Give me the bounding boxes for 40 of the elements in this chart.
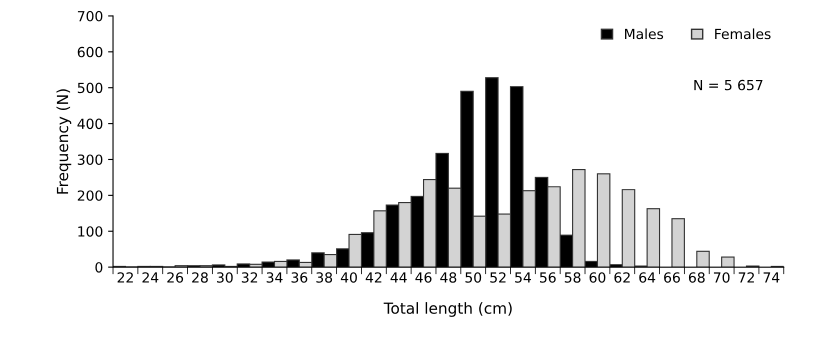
x-tick-label: 64 bbox=[639, 272, 656, 283]
legend-label: Males bbox=[625, 28, 664, 40]
y-tick-label: 0 bbox=[95, 262, 102, 273]
x-tick-label: 58 bbox=[564, 272, 580, 283]
x-tick-label: 22 bbox=[118, 272, 133, 283]
x-tick-label: 26 bbox=[167, 272, 184, 283]
legend-label: Females bbox=[715, 28, 771, 40]
x-tick-label: 48 bbox=[440, 272, 456, 283]
x-tick-label: 60 bbox=[590, 272, 606, 283]
x-tick-label: 68 bbox=[688, 272, 705, 283]
y-tick-label: 100 bbox=[78, 226, 102, 237]
x-tick-label: 32 bbox=[242, 272, 258, 283]
x-tick-label: 30 bbox=[217, 272, 233, 283]
x-tick-label: 24 bbox=[142, 272, 158, 283]
x-tick-label: 34 bbox=[266, 272, 283, 283]
x-tick-label: 70 bbox=[714, 272, 730, 283]
y-axis-title: Frequency (N) bbox=[56, 89, 72, 194]
x-tick-label: 62 bbox=[614, 272, 630, 283]
y-tick-label: 400 bbox=[77, 118, 102, 130]
x-axis-title: Total length (cm) bbox=[384, 302, 512, 317]
x-tick-label: 40 bbox=[340, 272, 357, 283]
x-tick-label: 38 bbox=[316, 272, 332, 283]
x-tick-label: 46 bbox=[415, 272, 432, 283]
y-tick-label: 500 bbox=[78, 82, 102, 94]
x-tick-label: 52 bbox=[490, 272, 506, 283]
x-tick-label: 72 bbox=[738, 272, 754, 283]
x-tick-label: 74 bbox=[764, 272, 780, 283]
x-tick-label: 50 bbox=[465, 272, 482, 283]
y-tick-label: 200 bbox=[78, 190, 102, 201]
x-tick-label: 36 bbox=[292, 272, 308, 283]
y-tick-label: 600 bbox=[78, 46, 102, 58]
x-tick-label: 56 bbox=[540, 272, 556, 283]
y-tick-label: 300 bbox=[78, 154, 102, 165]
x-tick-label: 44 bbox=[390, 272, 407, 283]
x-tick-label: 28 bbox=[192, 272, 208, 283]
x-tick-label: 54 bbox=[515, 272, 531, 283]
x-tick-label: 66 bbox=[664, 272, 680, 283]
x-tick-label: 42 bbox=[366, 272, 382, 283]
annotation: N = 5 657 bbox=[694, 80, 762, 90]
y-tick-label: 700 bbox=[78, 10, 102, 22]
